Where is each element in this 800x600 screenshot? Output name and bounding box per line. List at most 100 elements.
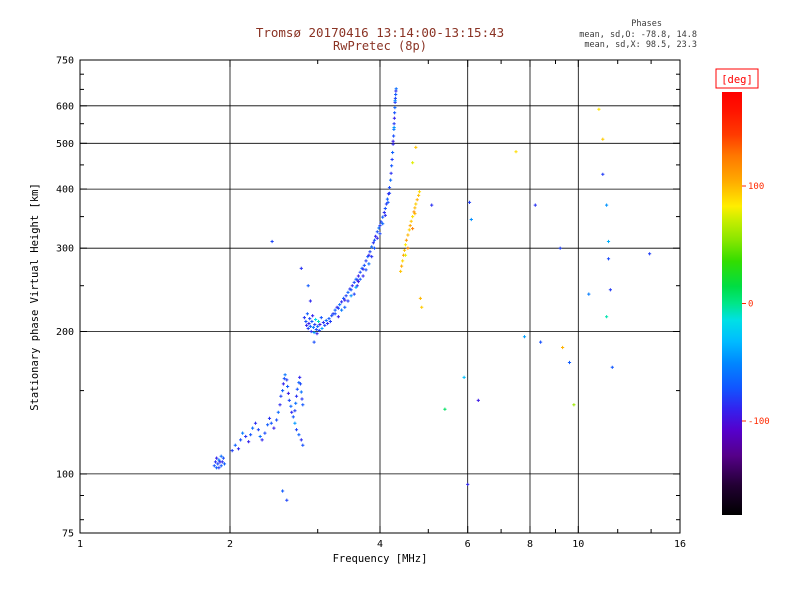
data-point <box>282 377 286 381</box>
scatter-points <box>212 87 652 502</box>
data-point <box>367 253 371 257</box>
data-point <box>308 324 312 328</box>
data-point <box>390 157 394 162</box>
data-point <box>233 443 237 447</box>
axis-tick-labels: 1 2 4 6 8 10 16 75 100 200 300 400 500 600 750 <box>56 56 686 551</box>
data-point <box>349 294 353 298</box>
data-point <box>308 299 312 303</box>
data-point <box>381 215 385 219</box>
plot-border <box>79 59 681 534</box>
y-tick-label: 400 <box>56 185 74 196</box>
data-point <box>383 206 387 211</box>
data-point <box>352 280 356 284</box>
data-point <box>285 378 289 382</box>
data-point <box>279 394 283 398</box>
data-point <box>372 238 377 242</box>
data-point <box>371 241 375 245</box>
colorbar-gradient <box>722 92 742 515</box>
data-point <box>247 440 251 444</box>
data-point <box>522 335 527 339</box>
y-axis-label: Stationary phase Virtual Height [km] <box>29 183 41 411</box>
data-point <box>390 164 394 168</box>
data-point <box>269 421 273 425</box>
data-point <box>319 316 323 320</box>
data-point <box>330 314 334 318</box>
data-point <box>466 482 470 486</box>
data-point <box>462 375 466 379</box>
y-tick-label: 100 <box>56 469 74 480</box>
data-point <box>291 415 295 419</box>
data-point <box>298 375 302 379</box>
phases-heading: Phases <box>631 19 662 29</box>
data-point <box>313 322 317 327</box>
data-point <box>402 248 407 252</box>
data-point <box>385 197 389 201</box>
x-axis-label: Frequency [MHz] <box>333 553 428 565</box>
data-point <box>311 325 315 329</box>
data-point <box>469 217 473 222</box>
data-point <box>608 288 612 292</box>
data-point <box>340 300 344 304</box>
data-point <box>336 306 340 310</box>
data-point <box>392 134 396 138</box>
data-point <box>467 200 472 204</box>
data-point <box>378 232 382 236</box>
data-point <box>377 226 381 230</box>
data-point <box>415 198 419 202</box>
colorbar-label-box <box>715 68 759 89</box>
data-point <box>343 305 347 309</box>
data-point <box>383 213 387 217</box>
data-point <box>350 284 354 288</box>
data-point <box>391 142 395 146</box>
data-point <box>344 294 348 298</box>
data-point <box>572 403 576 407</box>
data-point <box>384 202 388 206</box>
data-point <box>393 111 397 115</box>
colorbar-unit-label: [deg] <box>721 74 753 86</box>
data-point <box>391 150 395 155</box>
data-point <box>352 292 356 296</box>
data-point <box>340 308 344 312</box>
data-point <box>297 433 301 437</box>
x-tick-label: 16 <box>674 539 686 550</box>
y-tick-label: 500 <box>56 139 74 150</box>
data-point <box>558 246 562 250</box>
data-point <box>281 389 285 393</box>
phase-mean-sd-o: mean, sd,O: -78.8, 14.8 <box>579 30 697 40</box>
data-point <box>333 312 337 316</box>
data-point <box>342 296 346 300</box>
data-point <box>216 462 220 466</box>
data-point <box>281 489 285 493</box>
data-point <box>368 250 372 254</box>
data-point <box>597 107 601 111</box>
data-point <box>293 421 297 425</box>
y-tick-label: 300 <box>56 244 74 255</box>
data-point <box>420 305 424 309</box>
data-point <box>587 292 591 296</box>
data-point <box>606 239 611 244</box>
data-point <box>382 210 386 215</box>
data-point <box>392 125 396 130</box>
data-point <box>393 106 397 110</box>
data-point <box>601 172 605 176</box>
data-point <box>364 259 368 263</box>
data-point <box>275 418 279 422</box>
x-tick-label: 6 <box>465 539 471 550</box>
data-point <box>241 431 245 435</box>
data-point <box>408 224 412 228</box>
data-point <box>399 269 403 273</box>
data-point <box>222 462 227 466</box>
y-tick-label: 200 <box>56 327 74 338</box>
data-point <box>317 328 321 333</box>
data-point <box>346 290 350 294</box>
plot-title: Tromsø 20170416 13:14:00-13:15:43 <box>256 25 504 40</box>
data-point <box>249 433 253 437</box>
data-point <box>315 332 319 336</box>
data-point <box>219 454 223 458</box>
data-point <box>286 384 290 389</box>
data-point <box>403 253 408 257</box>
data-point <box>311 314 315 318</box>
data-point <box>285 498 289 502</box>
data-point <box>392 116 396 120</box>
